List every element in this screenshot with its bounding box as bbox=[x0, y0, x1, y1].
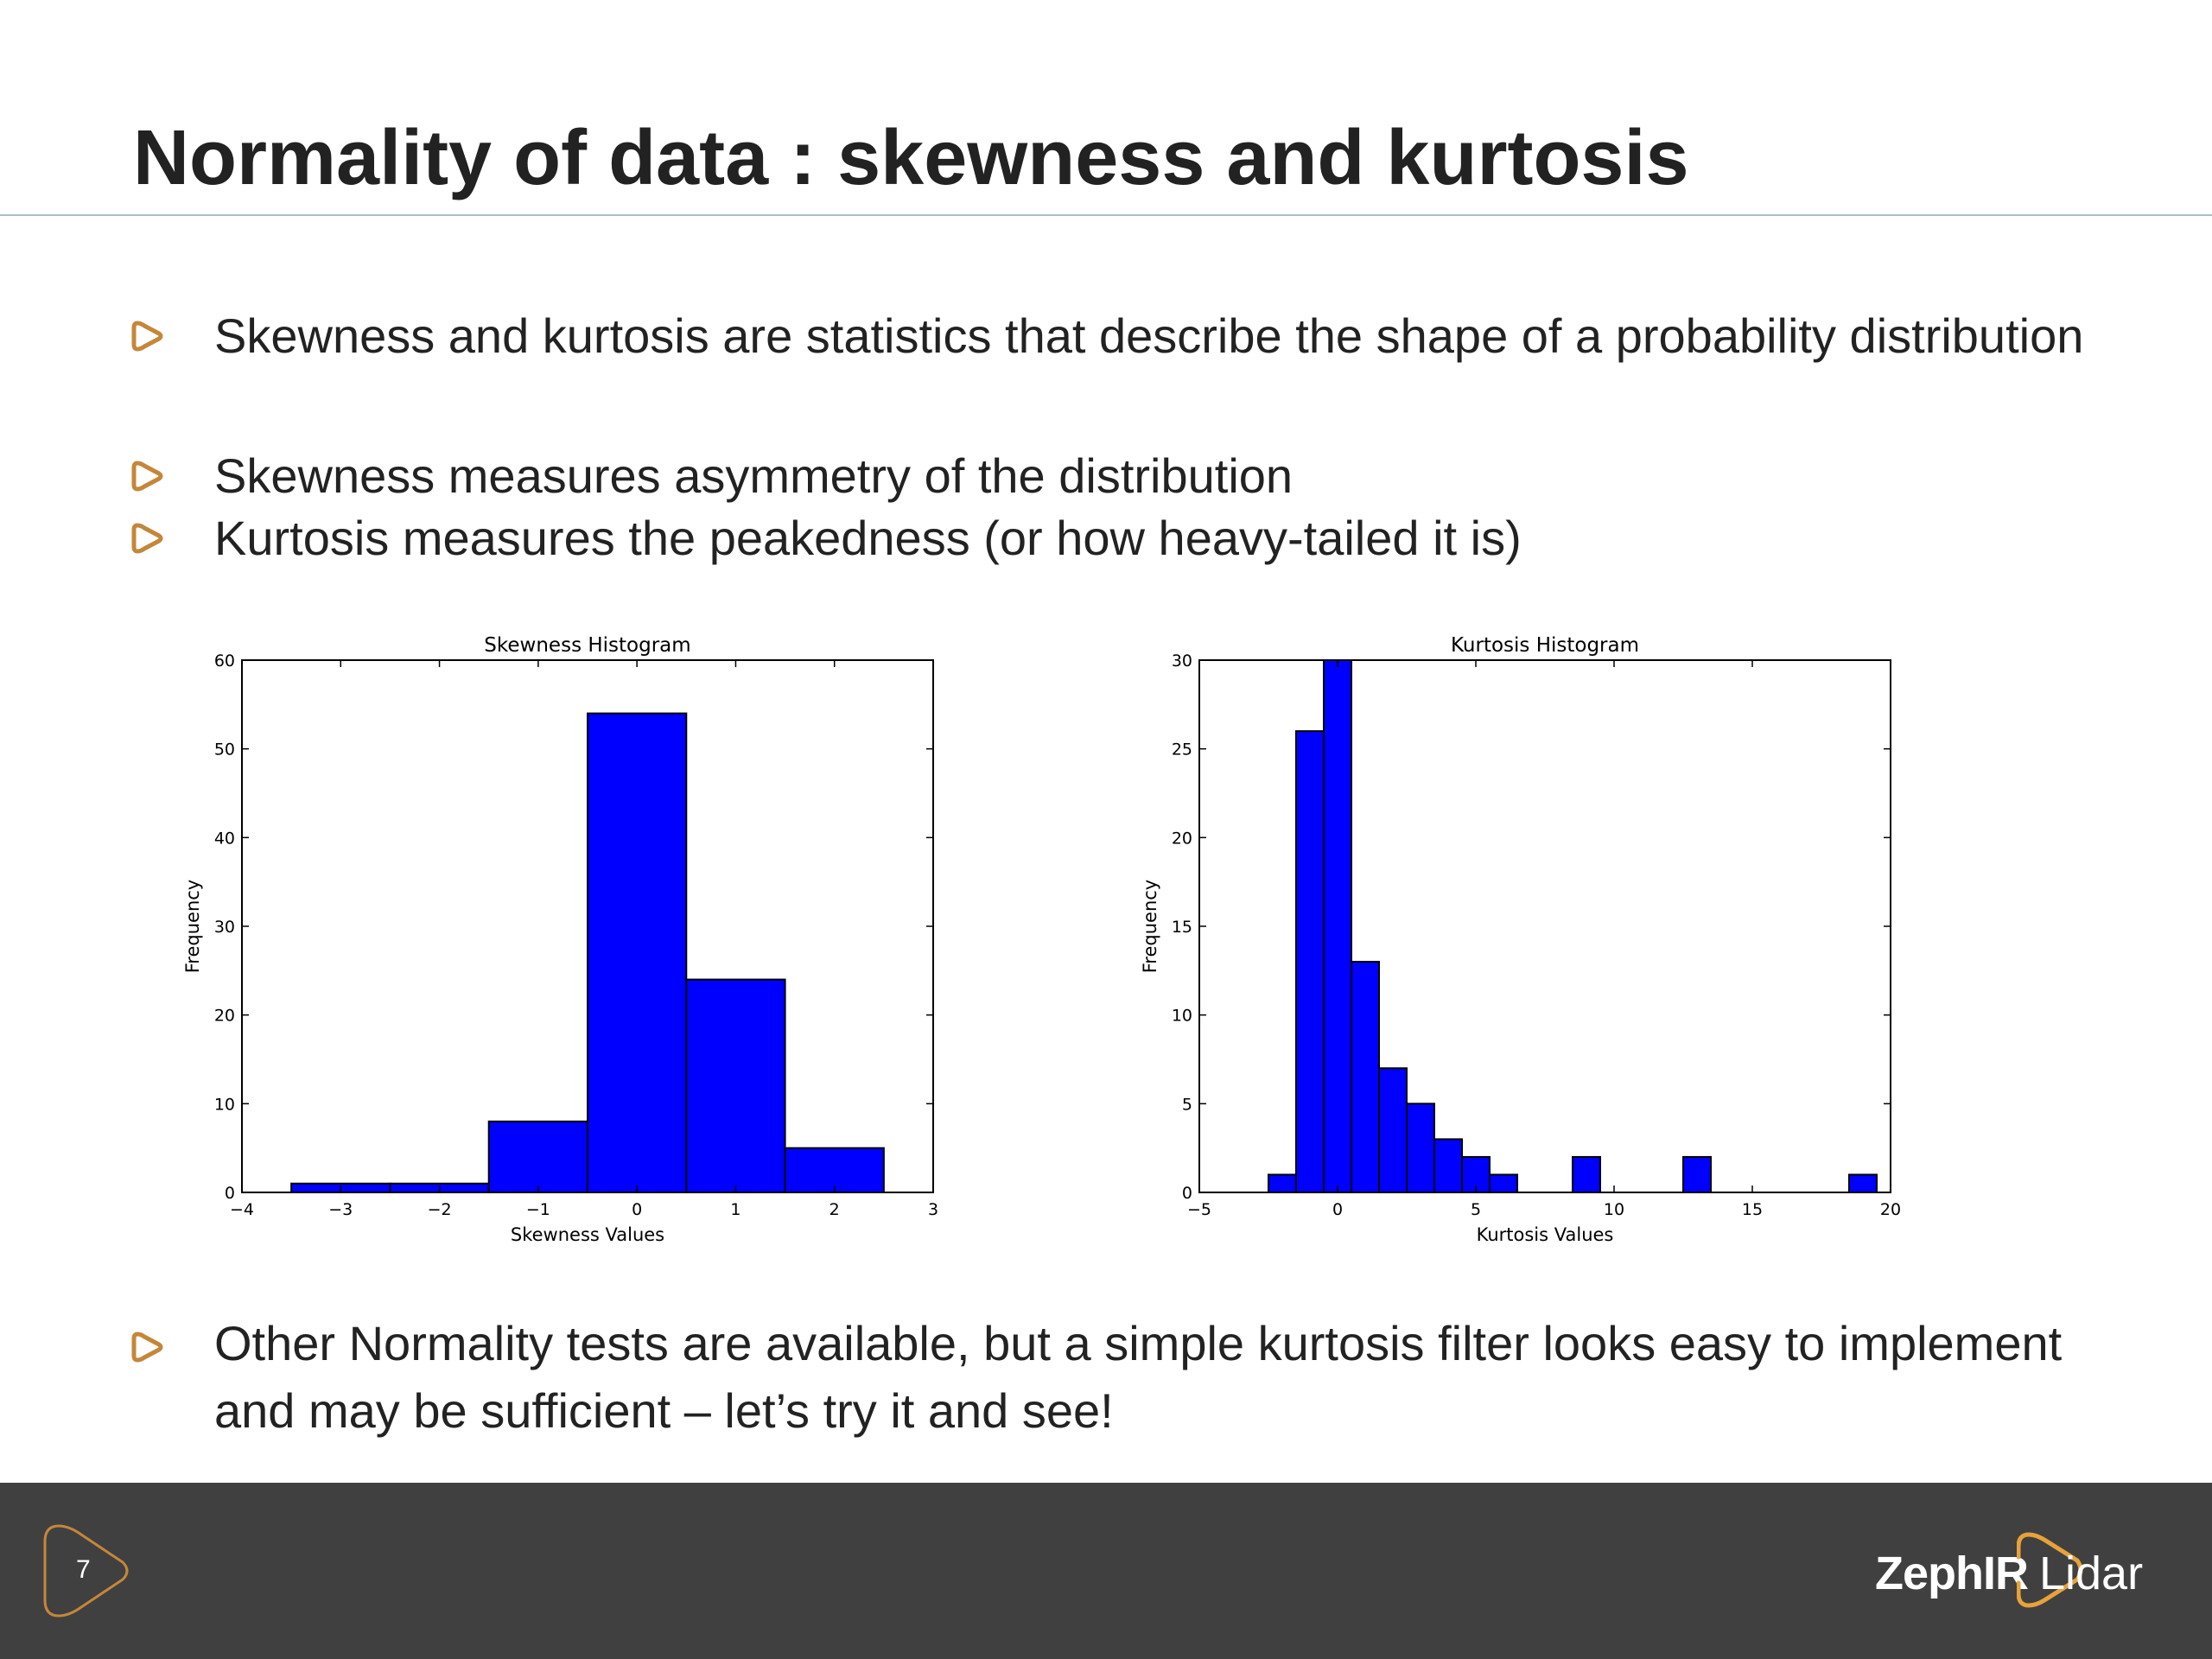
x-tick-label: 0 bbox=[1332, 1200, 1343, 1219]
logo-product-text: Lidar bbox=[2039, 1548, 2144, 1599]
histogram-bar bbox=[487, 1120, 589, 1193]
y-tick-label: 40 bbox=[214, 829, 235, 848]
x-axis-label: Skewness Values bbox=[511, 1224, 664, 1245]
histogram-bar bbox=[1295, 730, 1325, 1193]
chart-title: Kurtosis Histogram bbox=[1451, 634, 1639, 657]
x-tick-label: 0 bbox=[632, 1200, 642, 1219]
y-tick-label: 30 bbox=[1172, 652, 1192, 671]
y-axis-label: Frequency bbox=[1140, 880, 1160, 974]
bullet-triangle-icon bbox=[131, 321, 163, 352]
histogram-bar bbox=[1268, 1173, 1297, 1194]
histogram-bar bbox=[1323, 659, 1352, 1193]
x-tick-label: 3 bbox=[928, 1200, 938, 1219]
histogram-bar bbox=[1572, 1155, 1601, 1194]
histogram-bar bbox=[1848, 1173, 1878, 1194]
x-tick-label: 1 bbox=[730, 1200, 741, 1219]
y-tick-label: 20 bbox=[1172, 829, 1192, 848]
histogram-bar bbox=[1351, 961, 1380, 1193]
bullet-triangle-icon bbox=[131, 523, 163, 554]
slide-title: Normality of data : skewness and kurtosi… bbox=[133, 115, 1689, 201]
kurtosis-histogram: −5 0 5 10 15 20 0 5 10 15 20 25 30 Kurtosis Histogram… bbox=[1122, 619, 1986, 1258]
histogram-bar bbox=[587, 712, 688, 1194]
title-divider bbox=[0, 214, 2212, 216]
x-tick-label: 5 bbox=[1471, 1200, 1481, 1219]
bullet-text: Other Normality tests are available, but… bbox=[214, 1316, 2063, 1438]
y-tick-label: 60 bbox=[214, 652, 235, 671]
page-badge-icon bbox=[43, 1524, 129, 1618]
y-tick-label: 5 bbox=[1182, 1095, 1192, 1114]
y-tick-label: 25 bbox=[1172, 741, 1192, 760]
skewness-histogram: −4 −3 −2 −1 0 1 2 3 0 10 20 30 40 50 60 Skewness Histog… bbox=[164, 619, 1028, 1258]
histogram-bar bbox=[1433, 1138, 1463, 1194]
page-number: 7 bbox=[76, 1555, 91, 1584]
company-logo: ZephIR Lidar bbox=[1875, 1531, 2152, 1609]
bullet-triangle-icon bbox=[131, 1332, 163, 1363]
bullet-triangle-icon bbox=[131, 461, 163, 492]
x-axis-label: Kurtosis Values bbox=[1477, 1224, 1614, 1245]
histogram-bar bbox=[1682, 1155, 1712, 1194]
x-tick-label: −2 bbox=[428, 1200, 452, 1219]
logo-brand-text: ZephIR bbox=[1875, 1548, 2029, 1599]
x-tick-label: 15 bbox=[1742, 1200, 1763, 1219]
histogram-bar bbox=[1489, 1173, 1518, 1194]
y-tick-label: 50 bbox=[214, 741, 235, 760]
x-tick-label: 20 bbox=[1880, 1200, 1901, 1219]
logo-chevron-icon bbox=[2017, 1532, 2083, 1608]
histogram-bar bbox=[784, 1147, 885, 1194]
bullet-text: Skewness measures asymmetry of the distr… bbox=[214, 448, 1294, 503]
histogram-bar bbox=[685, 978, 786, 1193]
chart-title: Skewness Histogram bbox=[484, 634, 690, 657]
x-tick-label: −4 bbox=[230, 1200, 254, 1219]
slide-footer: 7 ZephIR Lidar bbox=[0, 1483, 2212, 1659]
histogram-bar bbox=[1378, 1067, 1408, 1193]
y-tick-label: 0 bbox=[1182, 1184, 1192, 1203]
y-tick-label: 0 bbox=[225, 1184, 235, 1203]
x-tick-label: 10 bbox=[1604, 1200, 1624, 1219]
x-tick-label: −3 bbox=[328, 1200, 353, 1219]
y-tick-label: 10 bbox=[1172, 1007, 1192, 1026]
y-axis-label: Frequency bbox=[182, 880, 203, 974]
x-tick-label: 2 bbox=[830, 1200, 840, 1219]
x-tick-label: −1 bbox=[526, 1200, 550, 1219]
y-tick-label: 10 bbox=[214, 1095, 235, 1114]
histogram-bar bbox=[1406, 1103, 1435, 1193]
bullet-text: Skewness and kurtosis are statistics tha… bbox=[214, 308, 2084, 363]
y-tick-label: 30 bbox=[214, 918, 235, 937]
y-tick-label: 20 bbox=[214, 1007, 235, 1026]
x-tick-label: −5 bbox=[1187, 1200, 1211, 1219]
y-tick-label: 15 bbox=[1172, 918, 1192, 937]
bullet-text: Kurtosis measures the peakedness (or how… bbox=[214, 511, 1522, 565]
